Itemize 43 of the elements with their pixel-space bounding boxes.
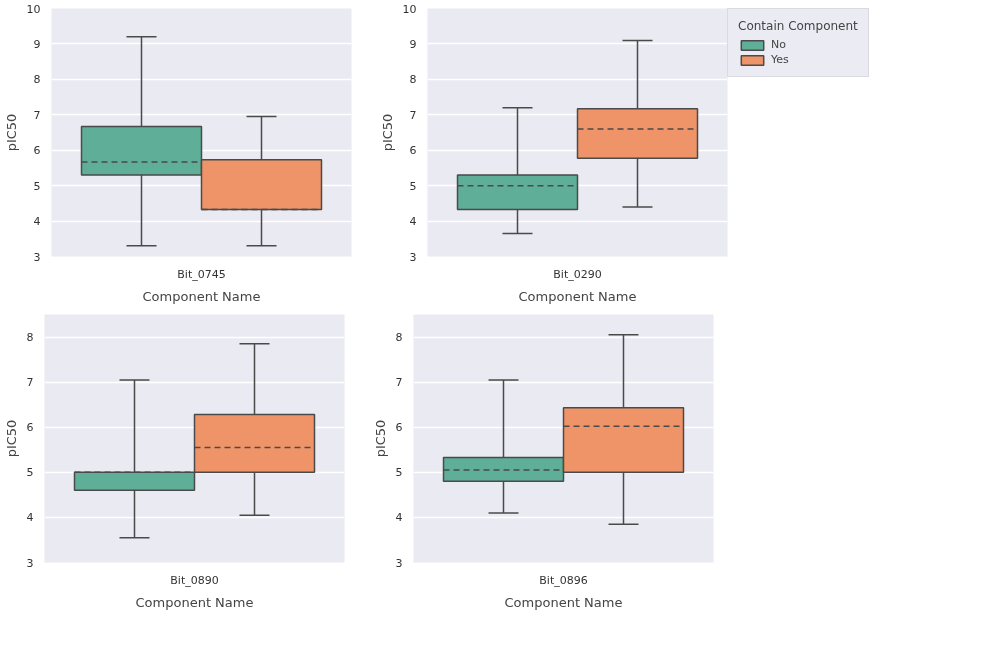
y-tick-label: 5 — [395, 466, 403, 480]
y-tick-label: 7 — [26, 376, 34, 390]
y-tick-label: 5 — [33, 179, 41, 193]
y-tick-label: 8 — [33, 73, 41, 87]
y-tick-label: 3 — [409, 250, 417, 264]
x-tick-label: Bit_0745 — [177, 267, 226, 281]
legend-label: No — [771, 38, 787, 51]
y-tick-label: 7 — [409, 108, 417, 122]
y-tick-label: 5 — [409, 179, 417, 193]
y-tick-label: 8 — [395, 331, 403, 345]
y-axis-title: pIC50 — [3, 113, 19, 152]
x-axis-title: Component Name — [135, 594, 254, 610]
y-tick-label: 10 — [26, 2, 41, 16]
y-tick-label: 10 — [402, 2, 417, 16]
y-tick-label: 4 — [26, 511, 34, 525]
y-tick-label: 9 — [409, 37, 417, 51]
y-tick-label: 5 — [26, 466, 34, 480]
y-tick-label: 7 — [395, 376, 403, 390]
legend-title: Contain Component — [738, 19, 858, 33]
y-tick-label: 4 — [395, 511, 403, 525]
y-tick-label: 4 — [409, 215, 417, 229]
y-tick-label: 6 — [26, 421, 34, 435]
x-axis-title: Component Name — [504, 594, 623, 610]
x-tick-label: Bit_0896 — [539, 573, 588, 587]
x-tick-label: Bit_0290 — [553, 267, 602, 281]
y-tick-label: 6 — [395, 421, 403, 435]
y-tick-label: 4 — [33, 215, 41, 229]
y-tick-label: 3 — [395, 556, 403, 570]
y-axis-title: pIC50 — [372, 419, 388, 458]
y-tick-label: 8 — [409, 73, 417, 87]
y-axis-title: pIC50 — [379, 113, 395, 152]
y-tick-label: 8 — [26, 331, 34, 345]
y-tick-label: 6 — [33, 144, 41, 158]
x-axis-title: Component Name — [518, 288, 637, 304]
x-tick-label: Bit_0890 — [170, 573, 219, 587]
y-tick-label: 3 — [33, 250, 41, 264]
y-tick-label: 7 — [33, 108, 41, 122]
x-axis-title: Component Name — [142, 288, 261, 304]
y-axis-title: pIC50 — [3, 419, 19, 458]
legend-label: Yes — [771, 53, 790, 66]
y-tick-label: 6 — [409, 144, 417, 158]
y-tick-label: 3 — [26, 556, 34, 570]
y-tick-label: 9 — [33, 37, 41, 51]
